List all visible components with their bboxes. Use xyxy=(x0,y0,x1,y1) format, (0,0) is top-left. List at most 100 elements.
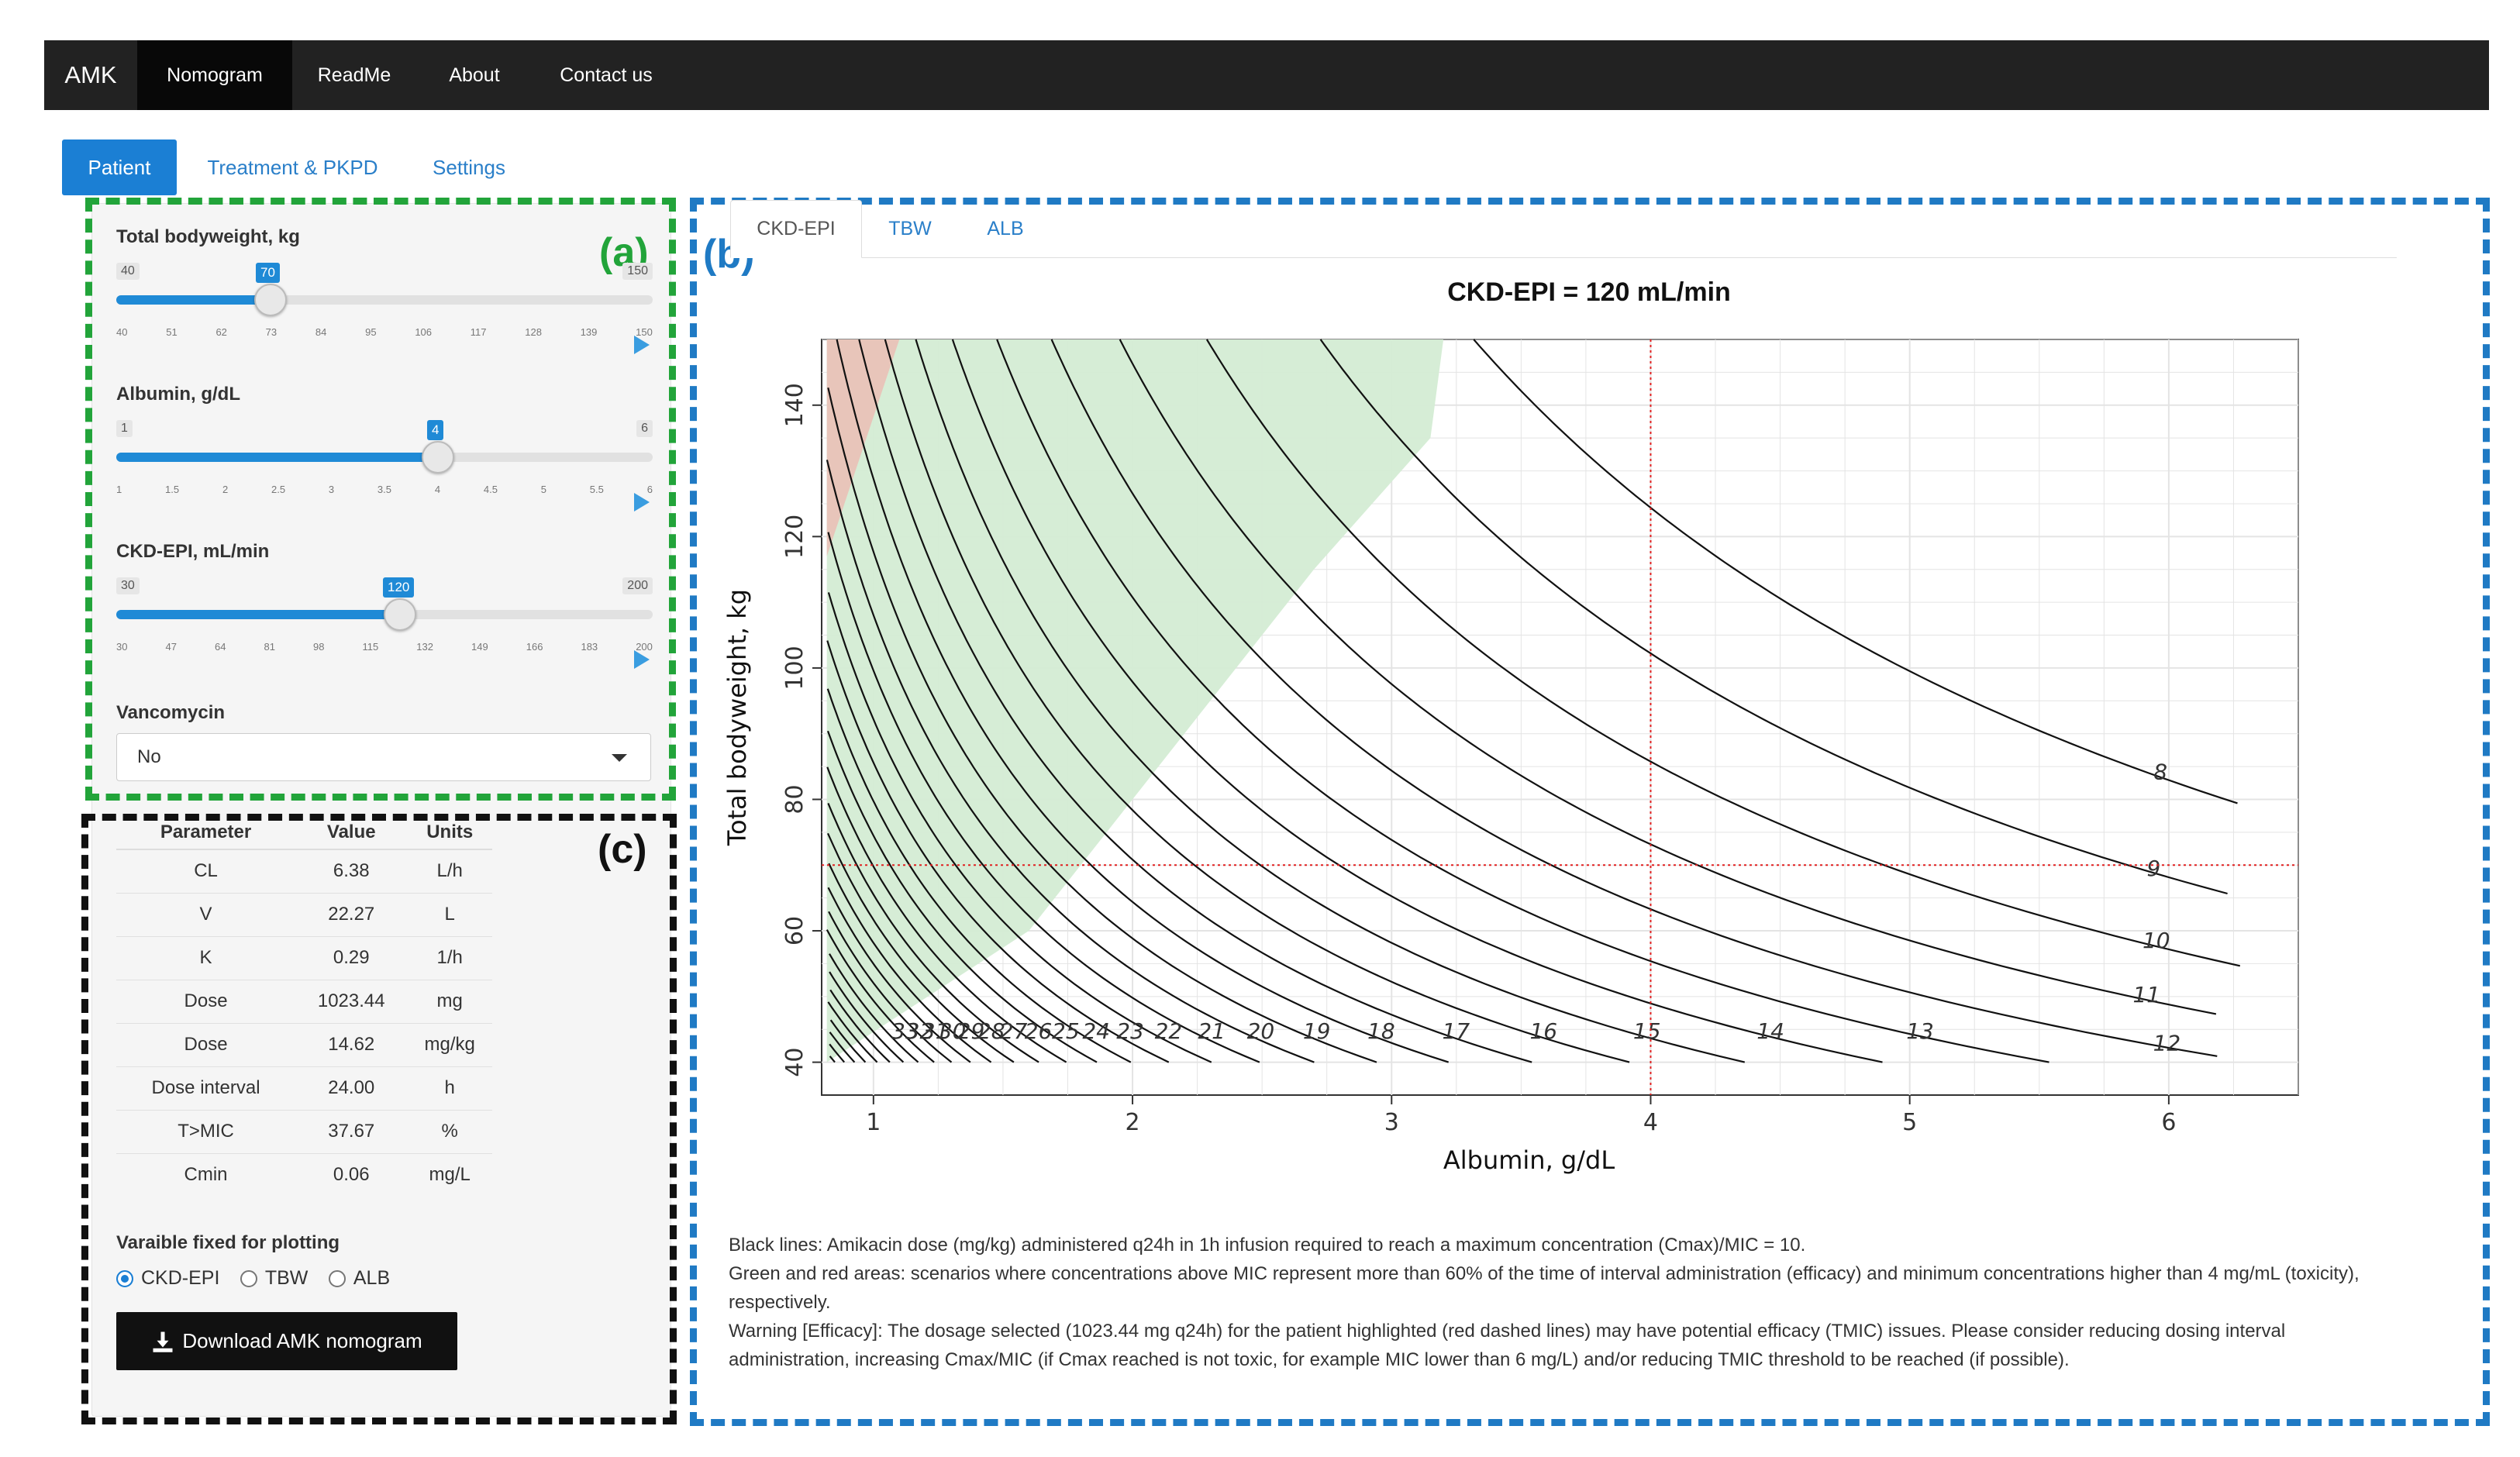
cell-units: mg xyxy=(407,979,492,1023)
tick: 5 xyxy=(540,484,546,495)
radio-label-alb[interactable]: ALB xyxy=(353,1267,391,1289)
plot-tab-ckdepi[interactable]: CKD-EPI xyxy=(730,200,862,258)
tick: 128 xyxy=(525,326,542,338)
y-tick-label: 60 xyxy=(781,916,808,946)
contour-label: 32 xyxy=(906,1018,934,1044)
tick: 62 xyxy=(215,326,227,338)
radio-label-tbw[interactable]: TBW xyxy=(264,1267,309,1289)
annotation-label-c: (c) xyxy=(598,827,647,872)
contour-line xyxy=(858,339,1532,1063)
zones xyxy=(826,339,1444,1063)
contour-line xyxy=(827,387,1377,1063)
plot-fixed-radio-group: CKD-EPI TBW ALB xyxy=(116,1267,659,1298)
cell-units: mg/L xyxy=(407,1152,492,1197)
tab-settings[interactable]: Settings xyxy=(433,155,505,179)
contour-line xyxy=(829,989,891,1063)
plot-tab-alb[interactable]: ALB xyxy=(987,218,1024,239)
ckdepi-play-icon[interactable] xyxy=(634,650,650,669)
ckdepi-slider[interactable]: 30 200 120 30 47 64 81 98 115 132 149 166 183 200 xyxy=(116,574,653,660)
x-tick-label: 2 xyxy=(1126,1109,1140,1136)
contour-label: 12 xyxy=(2153,1030,2181,1056)
tick: 2 xyxy=(222,484,229,495)
table-row: Dose 14.62 mg/kg xyxy=(116,1022,492,1066)
contour-line xyxy=(1319,339,2228,895)
tick: 81 xyxy=(264,641,275,653)
tick: 95 xyxy=(365,326,377,338)
vancomycin-select[interactable]: No xyxy=(116,733,651,781)
contour-labels: 8 9 10 11 12 13 14 15 16 17 18 19 20 21 22 232425262728… xyxy=(891,760,2180,1056)
contour-line xyxy=(884,339,1630,1063)
tick: 117 xyxy=(470,326,487,338)
navbar: AMK Nomogram ReadMe About Contact us xyxy=(44,40,2489,110)
radio-ckdepi[interactable] xyxy=(116,1269,133,1287)
contour-line xyxy=(1205,339,2241,967)
cell-value: 6.38 xyxy=(295,849,408,893)
nav-item-about[interactable]: About xyxy=(449,64,500,86)
tbw-slider[interactable]: 40 150 70 40 51 62 73 84 95 106 117 128 139 150 xyxy=(116,260,653,345)
contour-label: 17 xyxy=(1443,1018,1470,1044)
contour-label: 16 xyxy=(1529,1018,1557,1044)
contour-line xyxy=(826,766,1067,1063)
ckdepi-handle[interactable] xyxy=(384,598,416,631)
contour-label: 30 xyxy=(939,1018,967,1044)
x-tick-label: 3 xyxy=(1384,1109,1399,1136)
vancomycin-value: No xyxy=(137,746,161,767)
contour-label: 24 xyxy=(1082,1018,1110,1044)
contour-line xyxy=(826,460,1315,1063)
column-header-parameter: Parameter xyxy=(116,815,296,850)
nav-item-nomogram[interactable]: Nomogram xyxy=(137,40,292,110)
nav-item-contact[interactable]: Contact us xyxy=(560,64,653,86)
cell-value: 22.27 xyxy=(295,892,408,936)
contour-label: 22 xyxy=(1155,1018,1183,1044)
caption-warning: Warning [Efficacy]: The dosage selected … xyxy=(729,1321,2286,1370)
tab-treatment-pkpd[interactable]: Treatment & PKPD xyxy=(207,155,378,179)
tab-patient[interactable]: Patient xyxy=(62,140,177,195)
caption-areas: Green and red areas: scenarios where con… xyxy=(729,1263,2360,1313)
tick: 6 xyxy=(646,484,653,495)
contour-label: 25 xyxy=(1052,1018,1080,1044)
radio-tbw[interactable] xyxy=(240,1269,257,1287)
tbw-label: Total bodyweight, kg xyxy=(116,226,300,247)
cell-units: L/h xyxy=(407,849,492,893)
contour-line xyxy=(1119,339,2217,1015)
plot-tab-tbw[interactable]: TBW xyxy=(888,218,932,239)
chart-title: CKD-EPI = 120 mL/min xyxy=(1447,277,1731,307)
contour-label: 21 xyxy=(1198,1018,1226,1044)
plot-tabs: CKD-EPI TBW ALB xyxy=(730,200,2397,258)
albumin-handle[interactable] xyxy=(422,441,454,474)
download-label: Download AMK nomogram xyxy=(182,1329,422,1352)
tbw-play-icon[interactable] xyxy=(634,336,650,354)
nomogram-chart: 8910111213141516171819202122232425262728… xyxy=(722,339,2299,1175)
brand-logo[interactable]: AMK xyxy=(64,61,117,88)
cell-parameter: Dose xyxy=(116,1022,296,1066)
contour-line xyxy=(826,832,1015,1063)
table-row: Dose interval 24.00 h xyxy=(116,1066,492,1110)
albumin-slider[interactable]: 1 6 4 1 1.5 2 2.5 3 3.5 4 4.5 5 5.5 6 xyxy=(116,417,653,502)
albumin-min: 1 xyxy=(116,420,133,437)
contour-label: 27 xyxy=(1000,1018,1028,1044)
cell-value: 0.06 xyxy=(295,1152,408,1197)
chevron-down-icon xyxy=(612,754,627,762)
albumin-play-icon[interactable] xyxy=(634,493,650,512)
table-row: T>MIC 37.67% xyxy=(116,1109,492,1153)
contour-label: 28 xyxy=(977,1018,1005,1044)
table-row: K 0.29 1/h xyxy=(116,935,492,980)
tick: 139 xyxy=(580,326,598,338)
efficacy-zone xyxy=(826,339,1444,1063)
contour-label: 11 xyxy=(2132,982,2160,1008)
contour-label: 13 xyxy=(1906,1018,1934,1044)
tick: 115 xyxy=(362,641,379,653)
tbw-handle[interactable] xyxy=(254,284,287,316)
download-button[interactable]: Download AMK nomogram xyxy=(116,1312,457,1370)
tbw-ticks: 40 51 62 73 84 95 106 117 128 139 150 xyxy=(116,326,653,338)
cell-units: mg/kg xyxy=(407,1022,492,1066)
contour-line xyxy=(829,1019,867,1063)
parameter-table: Parameter Value Units CL 6.38 L/h V 22.27 L … xyxy=(116,815,492,1197)
contour-line xyxy=(829,1056,836,1063)
radio-alb[interactable] xyxy=(328,1269,346,1287)
radio-label-ckdepi[interactable]: CKD-EPI xyxy=(141,1267,220,1289)
nav-item-readme[interactable]: ReadMe xyxy=(317,64,391,86)
tick: 1.5 xyxy=(165,484,180,495)
contour-line xyxy=(829,953,919,1063)
